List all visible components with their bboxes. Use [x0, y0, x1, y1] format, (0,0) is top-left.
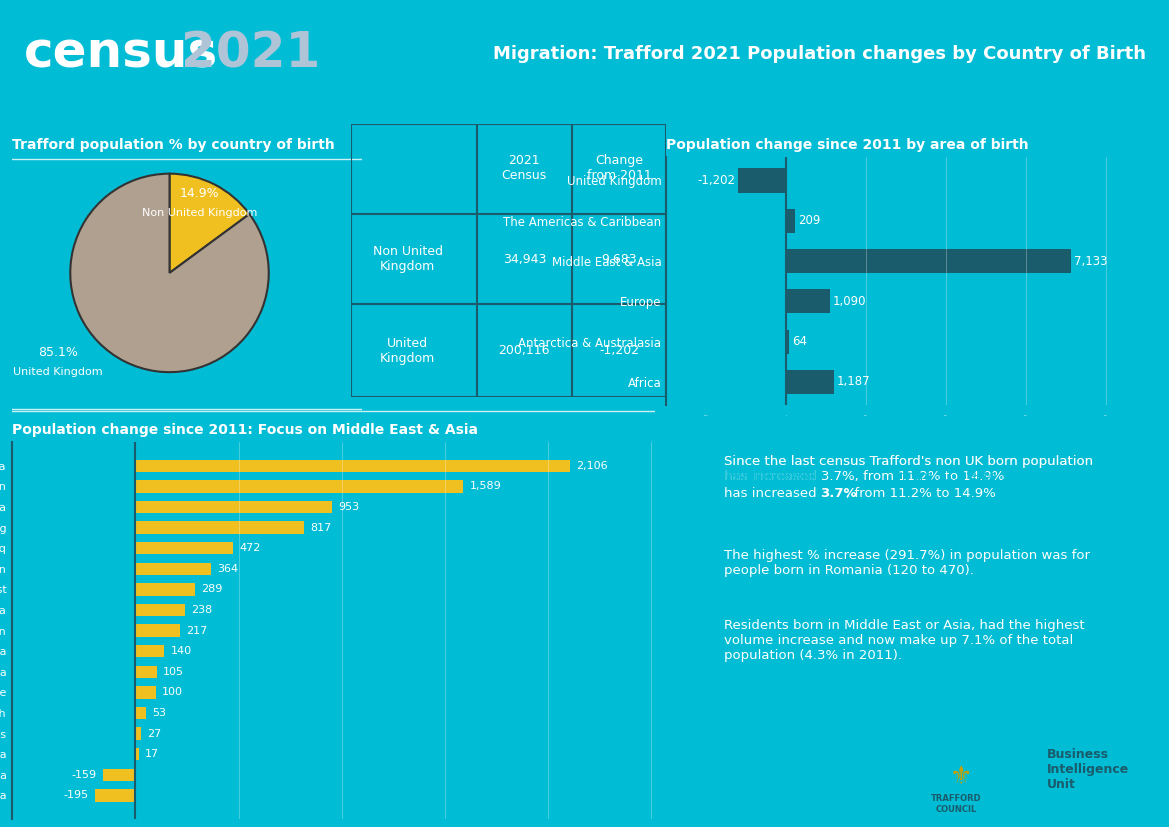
Text: 2021: 2021: [181, 30, 320, 78]
Bar: [136, 562, 210, 575]
Text: Migration: Trafford 2021 Population changes by Country of Birth: Migration: Trafford 2021 Population chan…: [492, 45, 1146, 63]
Text: , from 11.2% to 14.9%: , from 11.2% to 14.9%: [845, 486, 996, 500]
Text: 7,133: 7,133: [1074, 255, 1108, 268]
Text: Since the last census Trafford's non UK born population
has increased 3.7%, from: Since the last census Trafford's non UK …: [724, 455, 1093, 483]
Text: ⚜: ⚜: [949, 765, 973, 790]
Bar: [136, 666, 157, 678]
Bar: [136, 728, 141, 740]
Text: Population change since 2011 by area of birth: Population change since 2011 by area of …: [666, 138, 1029, 151]
Bar: [786, 289, 830, 313]
Text: 209: 209: [797, 214, 821, 227]
Bar: [136, 521, 304, 533]
Text: 364: 364: [216, 564, 237, 574]
Text: 85.1%: 85.1%: [37, 346, 78, 359]
Bar: [136, 686, 157, 699]
Bar: [136, 645, 165, 657]
Text: 3.7%: 3.7%: [821, 486, 857, 500]
Text: has increased: has increased: [724, 486, 821, 500]
Bar: [136, 501, 332, 513]
Bar: [786, 370, 833, 394]
Bar: [136, 748, 139, 760]
Text: 140: 140: [171, 646, 192, 656]
Bar: [136, 624, 180, 637]
Text: Population change since 2011: Focus on Middle East & Asia: Population change since 2011: Focus on M…: [12, 423, 478, 437]
Text: United
Kingdom: United Kingdom: [380, 337, 435, 365]
Text: -159: -159: [71, 770, 97, 780]
Text: 2021
Census: 2021 Census: [502, 154, 547, 182]
Bar: [136, 604, 185, 616]
Bar: [136, 542, 233, 554]
Text: Non United
Kingdom: Non United Kingdom: [373, 245, 443, 273]
Text: 953: 953: [338, 502, 359, 512]
Text: 289: 289: [201, 585, 222, 595]
Text: Since the last census Trafford's non UK born population: Since the last census Trafford's non UK …: [724, 455, 1093, 468]
Text: 100: 100: [162, 687, 184, 697]
Bar: [136, 460, 570, 472]
Bar: [738, 169, 786, 193]
Bar: [95, 789, 136, 801]
Text: 105: 105: [164, 667, 185, 676]
Text: Since the last census Trafford's non UK born population
has increased           : Since the last census Trafford's non UK …: [724, 455, 1093, 483]
Text: Residents born in Middle East or Asia, had the highest
volume increase and now m: Residents born in Middle East or Asia, h…: [724, 619, 1084, 662]
Text: census: census: [23, 30, 217, 78]
Text: United Kingdom: United Kingdom: [13, 367, 103, 377]
Bar: [103, 768, 136, 781]
Bar: [786, 329, 789, 354]
Text: 200,116: 200,116: [498, 344, 551, 357]
Text: -1,202: -1,202: [599, 344, 639, 357]
Text: 9,683: 9,683: [601, 252, 637, 265]
Wedge shape: [170, 174, 249, 273]
Text: -195: -195: [64, 791, 89, 801]
Text: Trafford population % by country of birth: Trafford population % by country of birt…: [12, 138, 334, 151]
Bar: [786, 249, 1071, 273]
Text: 472: 472: [238, 543, 261, 553]
Text: 817: 817: [310, 523, 332, 533]
Text: 27: 27: [147, 729, 161, 739]
Bar: [136, 480, 463, 493]
Text: -1,202: -1,202: [697, 174, 735, 187]
Bar: [136, 583, 195, 595]
Text: TRAFFORD
COUNCIL: TRAFFORD COUNCIL: [931, 794, 981, 814]
Text: 17: 17: [145, 749, 159, 759]
Bar: [786, 208, 795, 233]
Text: 64: 64: [791, 335, 807, 348]
Text: Non United Kingdom: Non United Kingdom: [141, 208, 257, 218]
Text: 217: 217: [186, 625, 208, 636]
Text: Change
from 2011: Change from 2011: [587, 154, 651, 182]
Text: 34,943: 34,943: [503, 252, 546, 265]
Text: 1,187: 1,187: [837, 375, 871, 389]
Bar: [136, 707, 146, 719]
Text: Business
Intelligence
Unit: Business Intelligence Unit: [1047, 748, 1129, 791]
Text: The highest % increase (291.7%) in population was for
people born in Romania (12: The highest % increase (291.7%) in popul…: [724, 549, 1090, 577]
Text: 2,106: 2,106: [576, 461, 608, 471]
Text: 238: 238: [191, 605, 212, 615]
Text: 1,589: 1,589: [470, 481, 502, 491]
Text: 14.9%: 14.9%: [180, 187, 219, 200]
Text: 1,090: 1,090: [832, 294, 866, 308]
Wedge shape: [70, 174, 269, 372]
Text: 53: 53: [153, 708, 167, 718]
